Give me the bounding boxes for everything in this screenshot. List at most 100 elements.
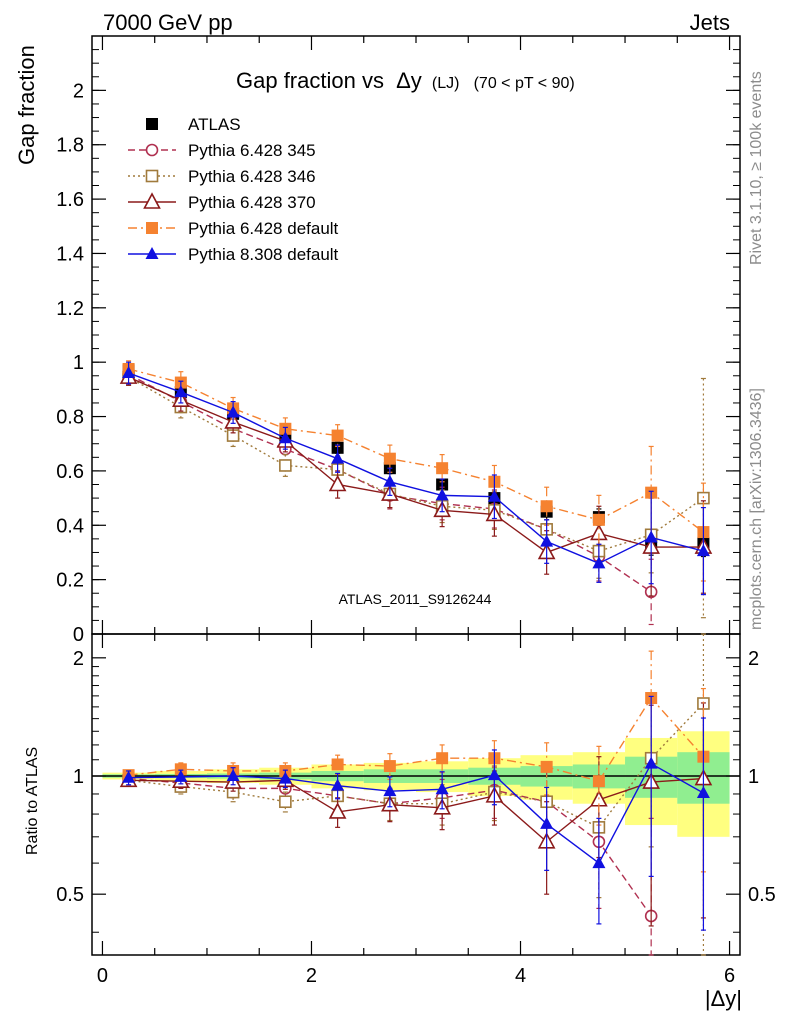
x-axis-label: |Δy| xyxy=(705,986,742,1011)
header-jets: Jets xyxy=(690,10,730,35)
y-tick-label-right: 0.5 xyxy=(748,884,776,906)
rivet-label: Rivet 3.1.10, ≥ 100k events xyxy=(748,71,765,265)
legend-entry: ATLAS xyxy=(146,115,241,134)
y-tick-label: 0 xyxy=(73,624,84,646)
data-point xyxy=(331,429,344,442)
y-tick-label: 1 xyxy=(73,352,84,374)
data-point xyxy=(279,459,292,472)
data-point xyxy=(592,856,606,869)
title-sub: (LJ) xyxy=(432,75,460,92)
legend-marker xyxy=(145,169,159,183)
data-point xyxy=(331,778,345,791)
y-tick-label: 0.2 xyxy=(56,570,84,592)
data-point xyxy=(383,474,397,487)
series-pythia-6-428-370 xyxy=(119,702,713,927)
data-point xyxy=(540,534,554,547)
legend-label: ATLAS xyxy=(188,115,241,134)
data-point xyxy=(278,431,292,444)
data-point xyxy=(487,768,501,781)
y-tick-label: 1.2 xyxy=(56,298,84,320)
x-tick-label: 2 xyxy=(306,965,317,987)
series-line xyxy=(128,696,704,783)
legend-marker xyxy=(145,143,159,157)
data-point xyxy=(328,474,347,492)
legend-label: Pythia 6.428 346 xyxy=(188,167,316,186)
data-point xyxy=(540,500,553,513)
legend: ATLAS Pythia 6.428 345 Pythia 6.428 346 Pyt… xyxy=(128,115,339,264)
y-tick-label-right: 1 xyxy=(748,766,759,788)
data-point xyxy=(696,544,710,557)
series-line xyxy=(128,372,704,565)
watermark: ATLAS_2011_S9126244 xyxy=(339,591,492,607)
data-point xyxy=(435,488,449,501)
title-var: Δy xyxy=(396,68,422,93)
y-tick-label: 1 xyxy=(73,766,84,788)
x-tick-label: 6 xyxy=(724,965,735,987)
legend-label: Pythia 6.428 345 xyxy=(188,141,316,160)
mcplots-label: mcplots.cern.ch [arXiv:1306.3436] xyxy=(748,388,765,630)
series-pythia-6-428-default xyxy=(122,360,710,582)
y-tick-label: 0.4 xyxy=(56,515,84,537)
series-atlas xyxy=(122,364,710,558)
ratio-plot-panel: 0.5 0.5 1 1 2 2 0 2 4 6 Ratio to ATLAS |Δy| xyxy=(24,633,776,1011)
data-point xyxy=(644,530,658,543)
main-y-axis-label: Gap fraction xyxy=(14,45,39,165)
legend-entry: Pythia 6.428 default xyxy=(128,219,339,238)
series-pythia-8-308-default xyxy=(122,361,710,596)
data-point xyxy=(436,462,449,475)
data-point xyxy=(278,771,292,784)
series-line xyxy=(128,777,704,843)
data-point xyxy=(226,405,240,418)
data-point xyxy=(174,763,187,776)
data-point xyxy=(435,782,449,795)
data-point xyxy=(226,769,240,782)
y-tick-label: 0.6 xyxy=(56,461,84,483)
data-point xyxy=(122,770,136,783)
data-point xyxy=(436,752,449,765)
data-point xyxy=(174,385,188,398)
title-main: Gap fraction vs xyxy=(236,68,384,93)
series-line xyxy=(128,777,652,917)
data-point xyxy=(383,760,396,773)
svg-text:Gap fraction vs Δy: Gap fraction vs Δy (LJ) (70 < pT < 90) xyxy=(236,68,575,93)
ratio-y-axis-label: Ratio to ATLAS xyxy=(24,747,41,855)
data-point xyxy=(174,769,188,782)
data-point xyxy=(122,366,136,379)
data-point xyxy=(279,795,292,809)
main-title: Gap fraction vs Δy (LJ) (70 < pT < 90) xyxy=(236,68,575,93)
series-line xyxy=(128,376,704,554)
data-point xyxy=(540,760,553,773)
legend-marker xyxy=(146,118,158,130)
data-point xyxy=(696,786,710,799)
data-point xyxy=(383,452,396,465)
data-point xyxy=(592,775,605,788)
legend-label: Pythia 8.308 default xyxy=(188,245,339,264)
legend-entry: Pythia 6.428 346 xyxy=(128,167,316,186)
x-tick-label: 4 xyxy=(515,965,526,987)
legend-label: Pythia 6.428 370 xyxy=(188,193,316,212)
y-tick-label: 1.8 xyxy=(56,135,84,157)
main-plot-area: 0 0.2 0.4 0.6 0.8 1 1.2 1.4 1.6 1.8 2 xyxy=(56,35,741,646)
data-point xyxy=(328,802,347,819)
y-tick-label: 1.6 xyxy=(56,189,84,211)
header-energy: 7000 GeV pp xyxy=(103,10,233,35)
data-point xyxy=(331,451,345,464)
series-pythia-8-308-default xyxy=(122,695,710,931)
legend-marker xyxy=(143,192,161,209)
data-point xyxy=(383,784,397,797)
y-tick-label: 0.5 xyxy=(56,884,84,906)
y-tick-label: 2 xyxy=(73,648,84,670)
data-point xyxy=(331,758,344,771)
legend-label: Pythia 6.428 default xyxy=(188,219,339,238)
data-point xyxy=(487,489,501,502)
data-point xyxy=(540,816,554,829)
data-point xyxy=(592,513,605,526)
ratio-plot-area: 0.5 0.5 1 1 2 2 0 2 4 6 xyxy=(56,633,776,987)
data-point xyxy=(644,756,658,769)
series-line xyxy=(128,368,704,533)
series-line xyxy=(128,376,704,552)
data-point xyxy=(592,556,606,569)
y-tick-label: 1.4 xyxy=(56,243,84,265)
legend-entry: Pythia 6.428 370 xyxy=(128,192,316,212)
